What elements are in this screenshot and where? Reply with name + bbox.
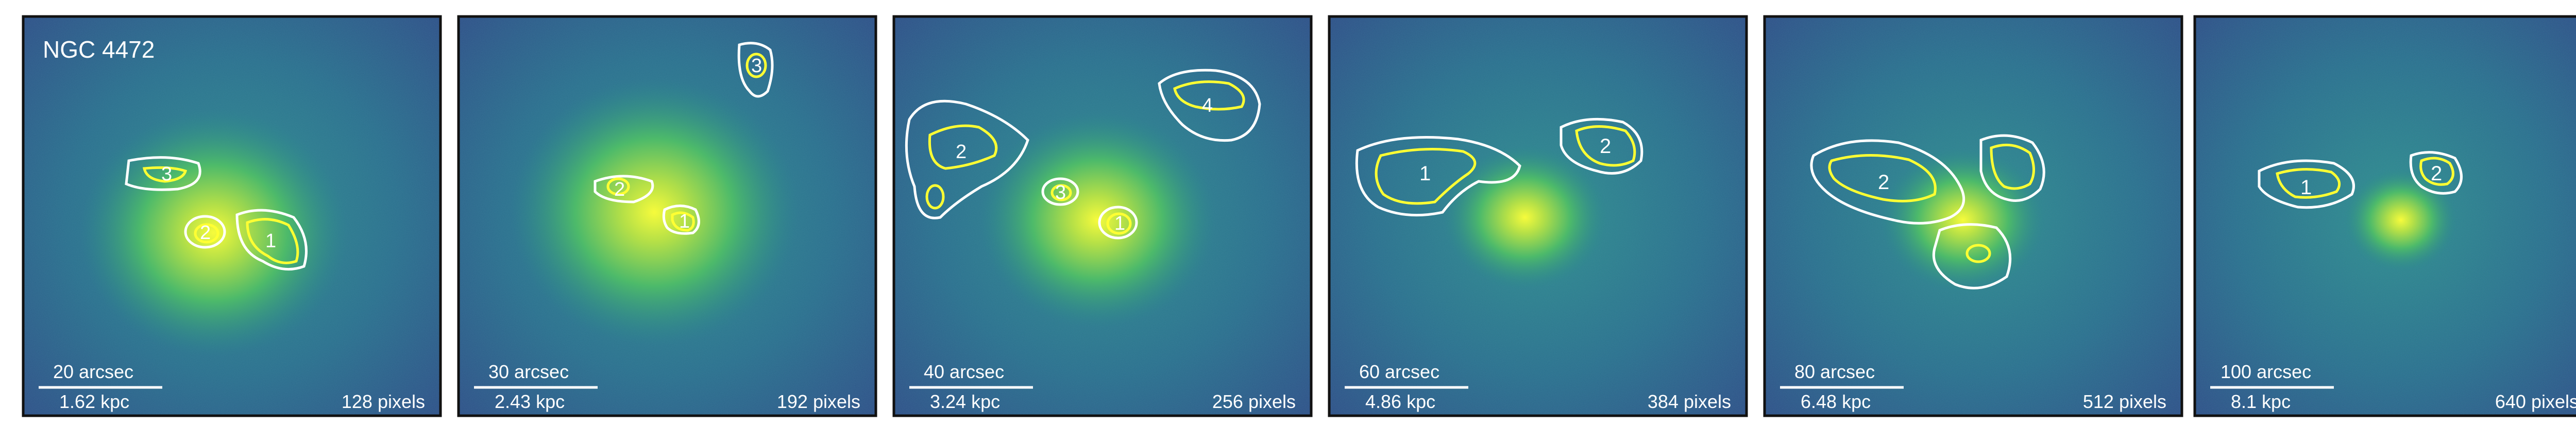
panel-5: 2 80 arcsec 6.48 kpc 512 pixels <box>1763 15 2183 417</box>
contour-white <box>1355 135 1521 217</box>
contour-white <box>1810 139 1965 225</box>
region-label: 2 <box>2431 162 2442 185</box>
contour-yellow <box>194 223 219 244</box>
scale-arcsec: 100 arcsec <box>2221 361 2311 382</box>
contour-yellow <box>1106 212 1132 235</box>
contour-white <box>2409 151 2463 195</box>
contour-yellow <box>1375 148 1477 205</box>
contour-white <box>1158 69 1261 142</box>
contour-yellow <box>1173 80 1245 111</box>
galaxy-core <box>1880 148 2045 292</box>
pixel-size: 640 pixels <box>2495 391 2576 412</box>
contour-white <box>737 42 774 98</box>
scale-arcsec: 60 arcsec <box>1359 361 1439 382</box>
contour-yellow <box>1965 244 1991 263</box>
contour-yellow <box>1990 143 2035 190</box>
contour-white <box>125 156 201 191</box>
contour-white <box>594 175 654 203</box>
galaxy-label: NGC 4472 <box>43 36 155 63</box>
galaxy-core <box>2344 168 2458 271</box>
contour-yellow <box>928 124 998 170</box>
region-label: 2 <box>1600 135 1611 158</box>
contour-white <box>662 205 700 235</box>
contour-white <box>1098 206 1138 240</box>
scale-kpc: 8.1 kpc <box>2231 391 2291 412</box>
pixel-size: 384 pixels <box>1648 391 1731 412</box>
region-label: 1 <box>679 211 690 232</box>
galaxy-core <box>979 112 1216 328</box>
scale-kpc: 3.24 kpc <box>930 391 1000 412</box>
contour-yellow <box>745 53 767 78</box>
region-label: 4 <box>1202 95 1213 116</box>
contour-white <box>184 215 226 249</box>
contour-yellow <box>925 184 945 210</box>
galaxy-core <box>510 78 799 346</box>
panel-3: 2 4 3 1 40 arcsec 3.24 kpc 256 pixels <box>892 15 1313 417</box>
scale-arcsec: 40 arcsec <box>924 361 1004 382</box>
panel-4: 1 2 60 arcsec 4.86 kpc 384 pixels <box>1328 15 1748 417</box>
scale-kpc: 6.48 kpc <box>1801 391 1871 412</box>
region-label: 1 <box>1114 213 1125 234</box>
panel-2: 2 1 3 30 arcsec 2.43 kpc 192 pixels <box>457 15 877 417</box>
panel-6: 1 2 100 arcsec 8.1 kpc 640 pixels <box>2193 15 2576 417</box>
region-label: 1 <box>265 230 276 252</box>
pixel-size: 512 pixels <box>2083 391 2166 412</box>
contour-white <box>2258 159 2355 209</box>
contour-yellow <box>1828 154 1937 202</box>
region-label: 2 <box>956 141 967 163</box>
region-label: 3 <box>751 55 762 77</box>
contour-yellow <box>1575 125 1636 167</box>
scale-arcsec: 20 arcsec <box>53 361 133 382</box>
contour-yellow <box>142 166 188 183</box>
contour-white <box>1560 117 1643 175</box>
contour-yellow <box>671 211 695 232</box>
contour-white <box>1979 134 2045 202</box>
contour-white <box>1932 223 2012 290</box>
scale-kpc: 1.62 kpc <box>59 391 129 412</box>
region-label: 1 <box>1419 162 1431 185</box>
galaxy-core <box>80 109 348 356</box>
region-label: 2 <box>614 179 625 200</box>
region-label: 2 <box>1878 171 1889 194</box>
scale-kpc: 2.43 kpc <box>495 391 565 412</box>
pixel-size: 128 pixels <box>342 391 425 412</box>
scale-arcsec: 30 arcsec <box>488 361 569 382</box>
pixel-size: 192 pixels <box>777 391 860 412</box>
panel-1: 3 2 1 NGC 4472 20 arcsec 1.62 kpc 128 pi… <box>22 15 442 417</box>
contour-white <box>905 99 1029 219</box>
scale-arcsec: 80 arcsec <box>1794 361 1875 382</box>
contour-yellow <box>246 218 299 264</box>
scale-kpc: 4.86 kpc <box>1365 391 1435 412</box>
contour-yellow <box>2276 168 2341 199</box>
region-label: 1 <box>2300 176 2312 199</box>
region-label: 3 <box>1055 182 1066 203</box>
contour-white <box>235 209 308 271</box>
pixel-size: 256 pixels <box>1212 391 1296 412</box>
contour-yellow <box>2419 157 2454 186</box>
region-label: 3 <box>161 163 172 185</box>
contour-yellow <box>1050 184 1072 201</box>
contour-yellow <box>606 177 630 196</box>
contour-white <box>1041 177 1079 206</box>
region-label: 2 <box>200 222 211 244</box>
